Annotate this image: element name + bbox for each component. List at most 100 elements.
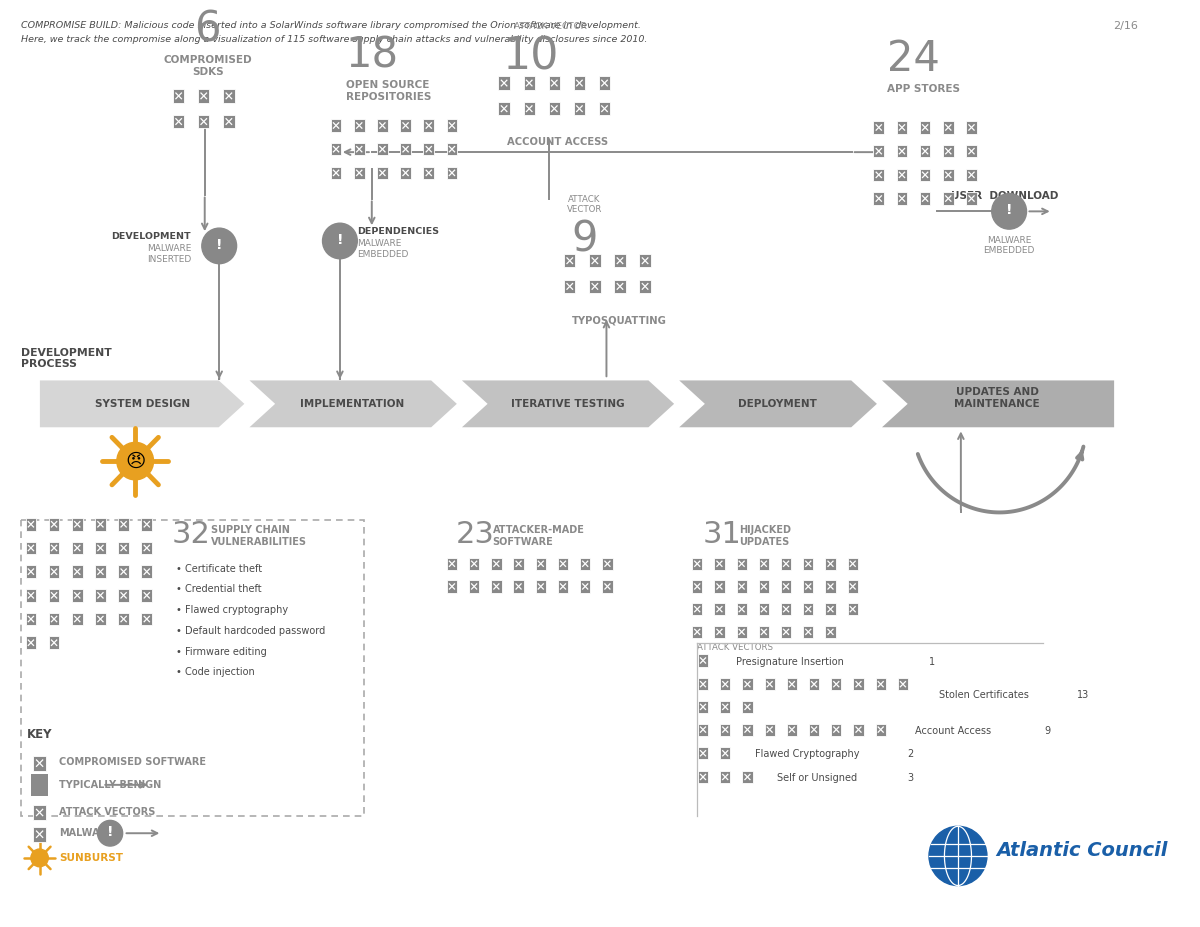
Text: • Credential theft: • Credential theft [175, 585, 262, 594]
FancyBboxPatch shape [698, 747, 708, 759]
FancyBboxPatch shape [714, 626, 725, 638]
FancyBboxPatch shape [523, 102, 535, 115]
Text: 6: 6 [194, 8, 221, 50]
FancyBboxPatch shape [614, 280, 625, 293]
FancyBboxPatch shape [698, 701, 708, 713]
FancyBboxPatch shape [25, 613, 36, 626]
FancyBboxPatch shape [95, 613, 106, 626]
FancyBboxPatch shape [72, 565, 83, 578]
Text: • Code injection: • Code injection [175, 667, 254, 678]
FancyBboxPatch shape [589, 280, 600, 293]
Bar [22, 520, 364, 817]
FancyBboxPatch shape [743, 679, 752, 691]
Circle shape [116, 442, 154, 480]
FancyBboxPatch shape [25, 589, 36, 602]
FancyBboxPatch shape [758, 580, 769, 592]
FancyBboxPatch shape [580, 580, 590, 592]
Text: UPDATES AND
MAINTENANCE: UPDATES AND MAINTENANCE [954, 387, 1040, 409]
Text: 24: 24 [887, 38, 940, 80]
FancyBboxPatch shape [826, 558, 835, 570]
FancyBboxPatch shape [874, 145, 884, 158]
FancyBboxPatch shape [896, 192, 907, 205]
FancyBboxPatch shape [72, 518, 83, 530]
FancyBboxPatch shape [614, 254, 625, 267]
FancyBboxPatch shape [698, 723, 708, 736]
FancyBboxPatch shape [446, 120, 457, 132]
Circle shape [202, 228, 236, 263]
FancyBboxPatch shape [469, 580, 479, 592]
FancyBboxPatch shape [781, 603, 791, 616]
FancyBboxPatch shape [564, 254, 576, 267]
FancyBboxPatch shape [692, 603, 702, 616]
FancyBboxPatch shape [25, 541, 36, 554]
FancyBboxPatch shape [602, 580, 612, 592]
FancyBboxPatch shape [919, 121, 930, 133]
FancyBboxPatch shape [491, 558, 502, 570]
FancyBboxPatch shape [198, 89, 210, 103]
Text: • Firmware editing: • Firmware editing [175, 647, 266, 656]
FancyBboxPatch shape [874, 169, 884, 181]
FancyBboxPatch shape [847, 558, 858, 570]
FancyBboxPatch shape [558, 580, 568, 592]
FancyBboxPatch shape [966, 145, 977, 158]
FancyBboxPatch shape [966, 121, 977, 133]
FancyBboxPatch shape [95, 541, 106, 554]
FancyBboxPatch shape [49, 565, 60, 578]
Text: ATTACKER-MADE
SOFTWARE: ATTACKER-MADE SOFTWARE [492, 526, 584, 547]
Text: TYPOSQUATTING: TYPOSQUATTING [571, 315, 666, 325]
FancyBboxPatch shape [119, 541, 128, 554]
FancyBboxPatch shape [896, 169, 907, 181]
FancyBboxPatch shape [72, 541, 83, 554]
Text: SUPPLY CHAIN
VULNERABILITIES: SUPPLY CHAIN VULNERABILITIES [210, 526, 306, 547]
FancyBboxPatch shape [49, 589, 60, 602]
Circle shape [31, 849, 48, 867]
Text: 10: 10 [502, 35, 559, 79]
FancyBboxPatch shape [809, 723, 820, 736]
FancyBboxPatch shape [876, 723, 886, 736]
FancyBboxPatch shape [599, 102, 610, 115]
FancyBboxPatch shape [787, 679, 797, 691]
FancyBboxPatch shape [847, 580, 858, 592]
Text: ATTACK VECTORS: ATTACK VECTORS [59, 806, 155, 817]
Text: !: ! [216, 238, 222, 252]
FancyBboxPatch shape [95, 518, 106, 530]
Text: ACCOUNT ACCESS: ACCOUNT ACCESS [506, 137, 608, 147]
FancyBboxPatch shape [826, 626, 835, 638]
Text: DEVELOPMENT
PROCESS: DEVELOPMENT PROCESS [22, 348, 112, 369]
FancyBboxPatch shape [943, 169, 954, 181]
FancyBboxPatch shape [847, 603, 858, 616]
FancyBboxPatch shape [331, 143, 341, 156]
FancyBboxPatch shape [223, 89, 234, 103]
FancyBboxPatch shape [743, 723, 752, 736]
FancyBboxPatch shape [535, 580, 546, 592]
FancyBboxPatch shape [764, 723, 775, 736]
FancyBboxPatch shape [548, 76, 560, 90]
Text: COMPROMISE BUILD: Malicious code inserted into a SolarWinds software library com: COMPROMISE BUILD: Malicious code inserte… [22, 20, 641, 30]
FancyBboxPatch shape [809, 679, 820, 691]
FancyBboxPatch shape [142, 541, 152, 554]
FancyBboxPatch shape [692, 558, 702, 570]
Text: 13: 13 [1076, 690, 1088, 700]
FancyBboxPatch shape [119, 565, 128, 578]
Text: !: ! [107, 825, 113, 839]
FancyBboxPatch shape [758, 626, 769, 638]
FancyBboxPatch shape [599, 76, 610, 90]
FancyBboxPatch shape [758, 558, 769, 570]
FancyBboxPatch shape [72, 613, 83, 626]
FancyBboxPatch shape [401, 167, 410, 179]
FancyBboxPatch shape [943, 192, 954, 205]
Circle shape [991, 194, 1026, 229]
FancyBboxPatch shape [331, 167, 341, 179]
FancyBboxPatch shape [966, 169, 977, 181]
FancyBboxPatch shape [523, 76, 535, 90]
FancyBboxPatch shape [737, 626, 746, 638]
FancyBboxPatch shape [698, 771, 708, 783]
FancyBboxPatch shape [919, 169, 930, 181]
FancyBboxPatch shape [966, 192, 977, 205]
FancyBboxPatch shape [446, 167, 457, 179]
FancyBboxPatch shape [498, 102, 510, 115]
Text: MALWARE
EMBEDDED: MALWARE EMBEDDED [358, 239, 409, 259]
FancyBboxPatch shape [714, 603, 725, 616]
Text: ATTACK VECTORS: ATTACK VECTORS [697, 642, 773, 652]
FancyBboxPatch shape [49, 541, 60, 554]
